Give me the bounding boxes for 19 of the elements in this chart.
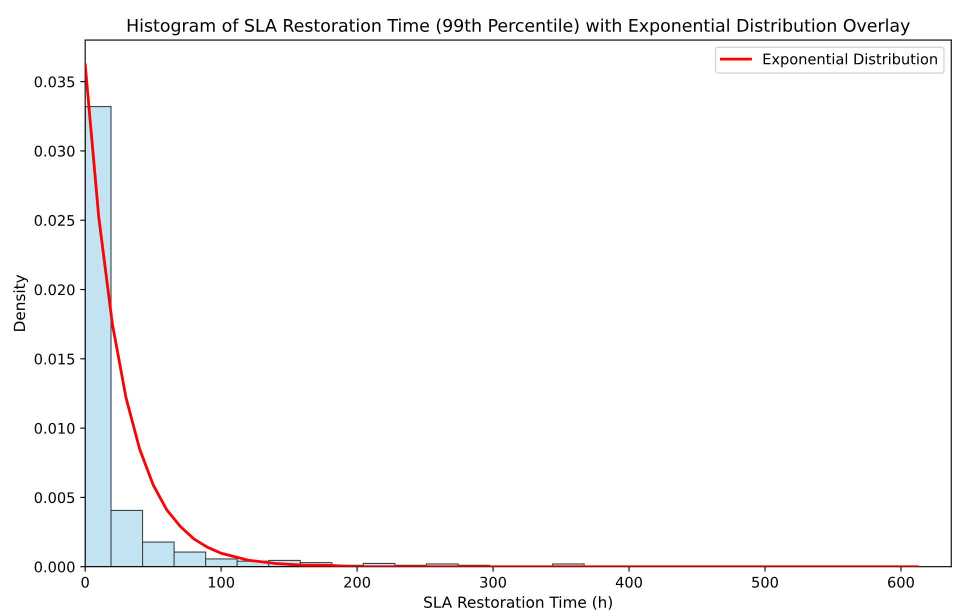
y-tick-label: 0.025 [34,214,74,226]
legend-label: Exponential Distribution [764,53,937,68]
x-tick-label: 100 [208,576,234,588]
x-tick-label: 0 [81,576,89,588]
x-tick-label: 400 [616,576,642,588]
x-tick-label: 500 [752,576,778,588]
x-tick-label: 300 [480,576,506,588]
x-tick-label: 600 [888,576,914,588]
y-tick-label: 0.010 [34,422,74,434]
y-tick-label: 0.035 [34,76,74,88]
x-axis-title: SLA Restoration Time (h) [424,596,612,610]
y-tick-label: 0.005 [34,492,74,504]
y-tick-label: 0.020 [34,284,74,296]
y-tick-label: 0.015 [34,354,74,365]
y-tick-label: 0.030 [34,146,74,157]
x-tick-label: 200 [344,576,370,588]
y-tick-label: 0.000 [34,561,74,572]
chart-title: Histogram of SLA Restoration Time (99th Percentile) with Exponential Distribution Overlay [128,18,910,36]
y-axis-title: Density [13,274,28,331]
